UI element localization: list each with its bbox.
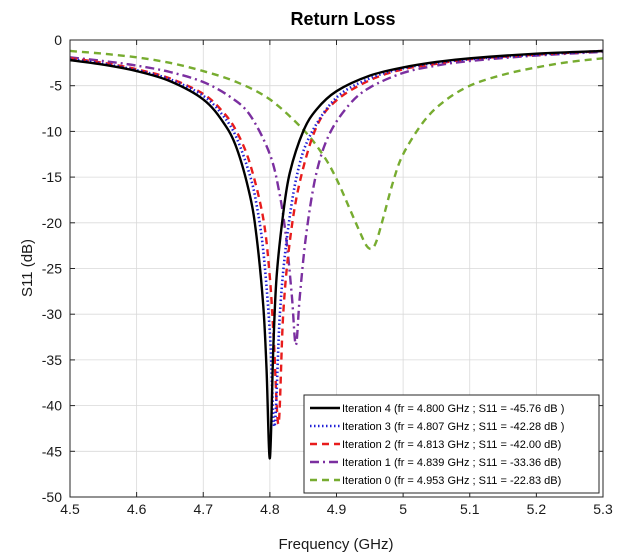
y-tick-label: -35 — [42, 352, 62, 368]
legend-box — [303, 394, 600, 494]
axis-ticks — [69, 39, 604, 498]
x-tick-label: 4.8 — [260, 501, 280, 517]
x-axis-label: Frequency (GHz) — [278, 536, 393, 553]
y-axis-label: S11 (dB) — [19, 239, 36, 297]
x-tick-label: 5 — [399, 501, 407, 517]
legend-entry-label: Iteration 3 (fr = 4.807 GHz ; S11 = -42.… — [342, 421, 564, 433]
y-tick-label: -25 — [42, 261, 62, 277]
legend: Iteration 4 (fr = 4.800 GHz ; S11 = -45.… — [303, 394, 600, 494]
legend-entry-label: Iteration 1 (fr = 4.839 GHz ; S11 = -33.… — [342, 457, 561, 469]
y-tick-label: -50 — [42, 489, 62, 505]
y-tick-label: -40 — [42, 398, 62, 414]
series-line-iteration-0 — [70, 49, 603, 251]
y-tick-label: -5 — [50, 78, 63, 94]
y-tick-label: -30 — [42, 306, 62, 322]
series-line-iteration-2 — [70, 49, 603, 426]
x-tick-label: 4.6 — [127, 501, 147, 517]
x-tick-label: 5.2 — [527, 501, 547, 517]
series-lines — [70, 49, 603, 460]
x-tick-label: 4.9 — [327, 501, 347, 517]
x-tick-label: 4.5 — [60, 501, 80, 517]
series-line-iteration-4 — [70, 49, 603, 460]
chart-title: Return Loss — [290, 9, 395, 29]
y-tick-label: 0 — [54, 32, 62, 48]
legend-entry-label: Iteration 0 (fr = 4.953 GHz ; S11 = -22.… — [342, 475, 561, 487]
x-tick-label: 5.3 — [593, 501, 613, 517]
y-tick-label: -10 — [42, 123, 62, 139]
series-line-iteration-1 — [70, 50, 603, 347]
legend-entry-label: Iteration 2 (fr = 4.813 GHz ; S11 = -42.… — [342, 439, 561, 451]
x-tick-label: 5.1 — [460, 501, 480, 517]
y-tick-label: -20 — [42, 215, 62, 231]
legend-entry-label: Iteration 4 (fr = 4.800 GHz ; S11 = -45.… — [342, 403, 564, 415]
y-tick-label: -15 — [42, 169, 62, 185]
x-tick-label: 4.7 — [194, 501, 214, 517]
y-tick-label: -45 — [42, 443, 62, 459]
